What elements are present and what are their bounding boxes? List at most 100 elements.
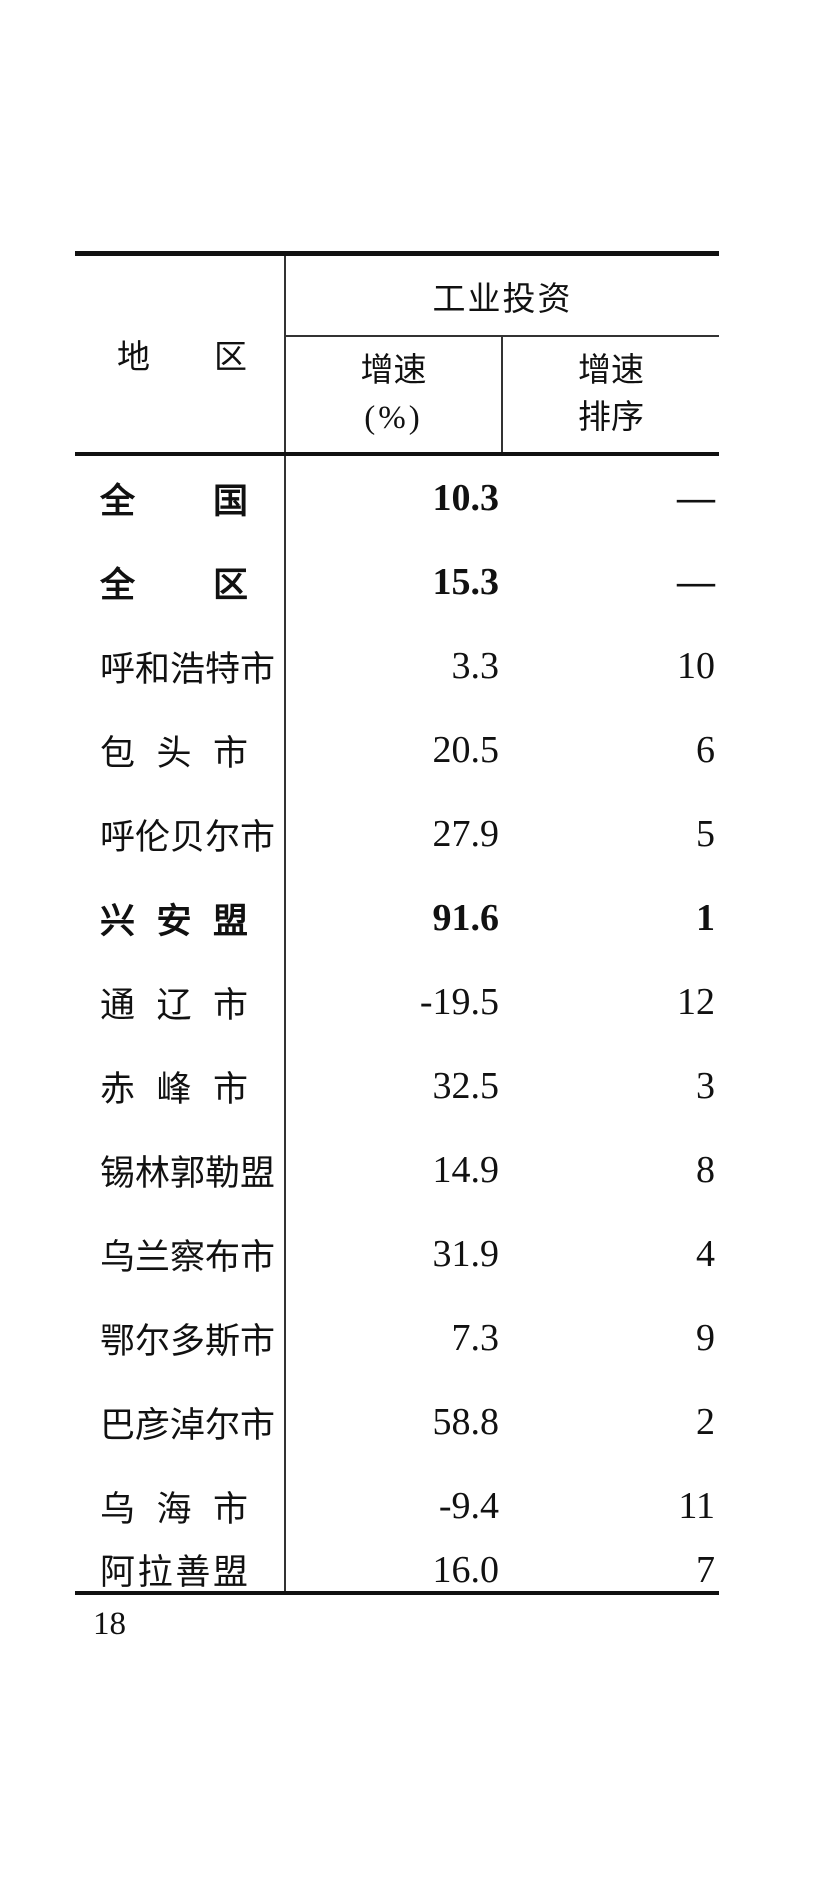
rank-value-cell: 3 bbox=[503, 1044, 719, 1128]
region-name-cell: 兴安盟 bbox=[75, 876, 286, 960]
region-name-cell: 呼伦贝尔市 bbox=[75, 792, 286, 876]
growth-value-cell: 3.3 bbox=[286, 624, 503, 708]
growth-rank-subheader: 增速 排序 bbox=[503, 337, 719, 452]
growth-value-cell: 32.5 bbox=[286, 1044, 503, 1128]
rank-value: 7 bbox=[696, 1548, 715, 1591]
rank-value: 8 bbox=[696, 1149, 715, 1191]
table-row: 兴安盟 91.6 1 bbox=[75, 876, 719, 960]
growth-value-cell: 58.8 bbox=[286, 1380, 503, 1464]
rank-value-cell: 8 bbox=[503, 1128, 719, 1212]
rank-value-cell: 9 bbox=[503, 1296, 719, 1380]
growth-value: 91.6 bbox=[432, 897, 500, 939]
table-body: 全国 10.3 — 全区 15.3 — 呼和浩特市 3.3 10 包头 bbox=[75, 456, 719, 1592]
growth-rank-label-line1: 增速 bbox=[578, 353, 644, 390]
rank-value: 3 bbox=[696, 1065, 715, 1107]
growth-rate-subheader: 增速 (%) bbox=[286, 337, 503, 452]
rank-value-cell: 7 bbox=[503, 1548, 719, 1591]
growth-rank-label-line2: 排序 bbox=[578, 399, 644, 436]
region-name-cell: 全国 bbox=[75, 456, 286, 540]
rank-value: 12 bbox=[677, 981, 715, 1023]
growth-value-cell: 10.3 bbox=[286, 456, 503, 540]
rank-value: 11 bbox=[678, 1485, 715, 1527]
growth-value: 20.5 bbox=[432, 729, 500, 771]
rank-value: 9 bbox=[696, 1317, 715, 1359]
growth-value: 14.9 bbox=[432, 1149, 500, 1191]
growth-value-cell: -9.4 bbox=[286, 1464, 503, 1548]
rank-value: 2 bbox=[696, 1401, 715, 1443]
region-name: 鄂尔多斯市 bbox=[100, 1321, 276, 1361]
region-name: 乌兰察布市 bbox=[100, 1237, 276, 1277]
region-name-cell: 全区 bbox=[75, 540, 286, 624]
page-number: 18 bbox=[93, 1606, 126, 1642]
region-name-cell: 乌兰察布市 bbox=[75, 1212, 286, 1296]
growth-value-cell: 16.0 bbox=[286, 1548, 503, 1591]
region-name: 呼和浩特市 bbox=[100, 649, 276, 689]
subheader-row: 增速 (%) 增速 排序 bbox=[286, 337, 719, 452]
region-name: 锡林郭勒盟 bbox=[100, 1153, 276, 1193]
growth-value: 7.3 bbox=[451, 1317, 500, 1359]
region-name: 阿拉善盟 bbox=[100, 1553, 248, 1592]
region-name-cell: 包头市 bbox=[75, 708, 286, 792]
growth-value-cell: 15.3 bbox=[286, 540, 503, 624]
rank-value: — bbox=[677, 477, 715, 519]
growth-value-cell: 91.6 bbox=[286, 876, 503, 960]
table-row: 乌兰察布市 31.9 4 bbox=[75, 1212, 719, 1296]
rank-value-cell: 6 bbox=[503, 708, 719, 792]
region-name: 包头市 bbox=[100, 733, 248, 773]
growth-value: 10.3 bbox=[432, 477, 500, 519]
region-name-cell: 呼和浩特市 bbox=[75, 624, 286, 708]
growth-value: -9.4 bbox=[438, 1485, 499, 1527]
growth-value: 32.5 bbox=[432, 1065, 500, 1107]
growth-value-cell: 31.9 bbox=[286, 1212, 503, 1296]
table-row: 鄂尔多斯市 7.3 9 bbox=[75, 1296, 719, 1380]
region-header-label: 地区 bbox=[117, 340, 247, 376]
industrial-investment-table: 地区 工业投资 增速 (%) 增速 排序 全国 bbox=[75, 251, 719, 1595]
growth-value-cell: 27.9 bbox=[286, 792, 503, 876]
region-name-cell: 阿拉善盟 bbox=[75, 1548, 286, 1592]
growth-rate-label-line2: (%) bbox=[364, 399, 423, 436]
growth-value-cell: -19.5 bbox=[286, 960, 503, 1044]
region-name: 乌海市 bbox=[100, 1489, 248, 1529]
growth-value: 27.9 bbox=[432, 813, 500, 855]
growth-value: 16.0 bbox=[432, 1548, 500, 1591]
region-name-cell: 鄂尔多斯市 bbox=[75, 1296, 286, 1380]
region-name-cell: 锡林郭勒盟 bbox=[75, 1128, 286, 1212]
rank-value-cell: 2 bbox=[503, 1380, 719, 1464]
region-name-cell: 通辽市 bbox=[75, 960, 286, 1044]
region-name-cell: 赤峰市 bbox=[75, 1044, 286, 1128]
rank-value-cell: 5 bbox=[503, 792, 719, 876]
table-row: 巴彦淖尔市 58.8 2 bbox=[75, 1380, 719, 1464]
region-name: 兴安盟 bbox=[100, 901, 248, 941]
region-name-cell: 巴彦淖尔市 bbox=[75, 1380, 286, 1464]
region-name: 全区 bbox=[100, 565, 248, 605]
growth-value: -19.5 bbox=[419, 981, 499, 1023]
table-row: 全国 10.3 — bbox=[75, 456, 719, 540]
table-row: 赤峰市 32.5 3 bbox=[75, 1044, 719, 1128]
table-row: 锡林郭勒盟 14.9 8 bbox=[75, 1128, 719, 1212]
growth-value: 31.9 bbox=[432, 1233, 500, 1275]
region-name: 通辽市 bbox=[100, 985, 248, 1025]
rank-value: 6 bbox=[696, 729, 715, 771]
growth-value-cell: 20.5 bbox=[286, 708, 503, 792]
growth-value: 58.8 bbox=[432, 1401, 500, 1443]
industry-investment-header: 工业投资 bbox=[286, 256, 719, 337]
table-row: 全区 15.3 — bbox=[75, 540, 719, 624]
rank-value-cell: 4 bbox=[503, 1212, 719, 1296]
table-row: 乌海市 -9.4 11 bbox=[75, 1464, 719, 1548]
table-header: 地区 工业投资 增速 (%) 增速 排序 bbox=[75, 256, 719, 456]
table-row: 通辽市 -19.5 12 bbox=[75, 960, 719, 1044]
rank-value-cell: 12 bbox=[503, 960, 719, 1044]
table-row: 呼伦贝尔市 27.9 5 bbox=[75, 792, 719, 876]
table-row: 呼和浩特市 3.3 10 bbox=[75, 624, 719, 708]
growth-value-cell: 7.3 bbox=[286, 1296, 503, 1380]
investment-header-group: 工业投资 增速 (%) 增速 排序 bbox=[286, 256, 719, 452]
region-name: 全国 bbox=[100, 481, 248, 521]
rank-value: — bbox=[677, 561, 715, 603]
growth-value-cell: 14.9 bbox=[286, 1128, 503, 1212]
growth-rate-label-line1: 增速 bbox=[360, 353, 427, 390]
rank-value-cell: 1 bbox=[503, 876, 719, 960]
rank-value: 5 bbox=[696, 813, 715, 855]
rank-value-cell: 10 bbox=[503, 624, 719, 708]
rank-value-cell: — bbox=[503, 540, 719, 624]
region-name-cell: 乌海市 bbox=[75, 1464, 286, 1548]
